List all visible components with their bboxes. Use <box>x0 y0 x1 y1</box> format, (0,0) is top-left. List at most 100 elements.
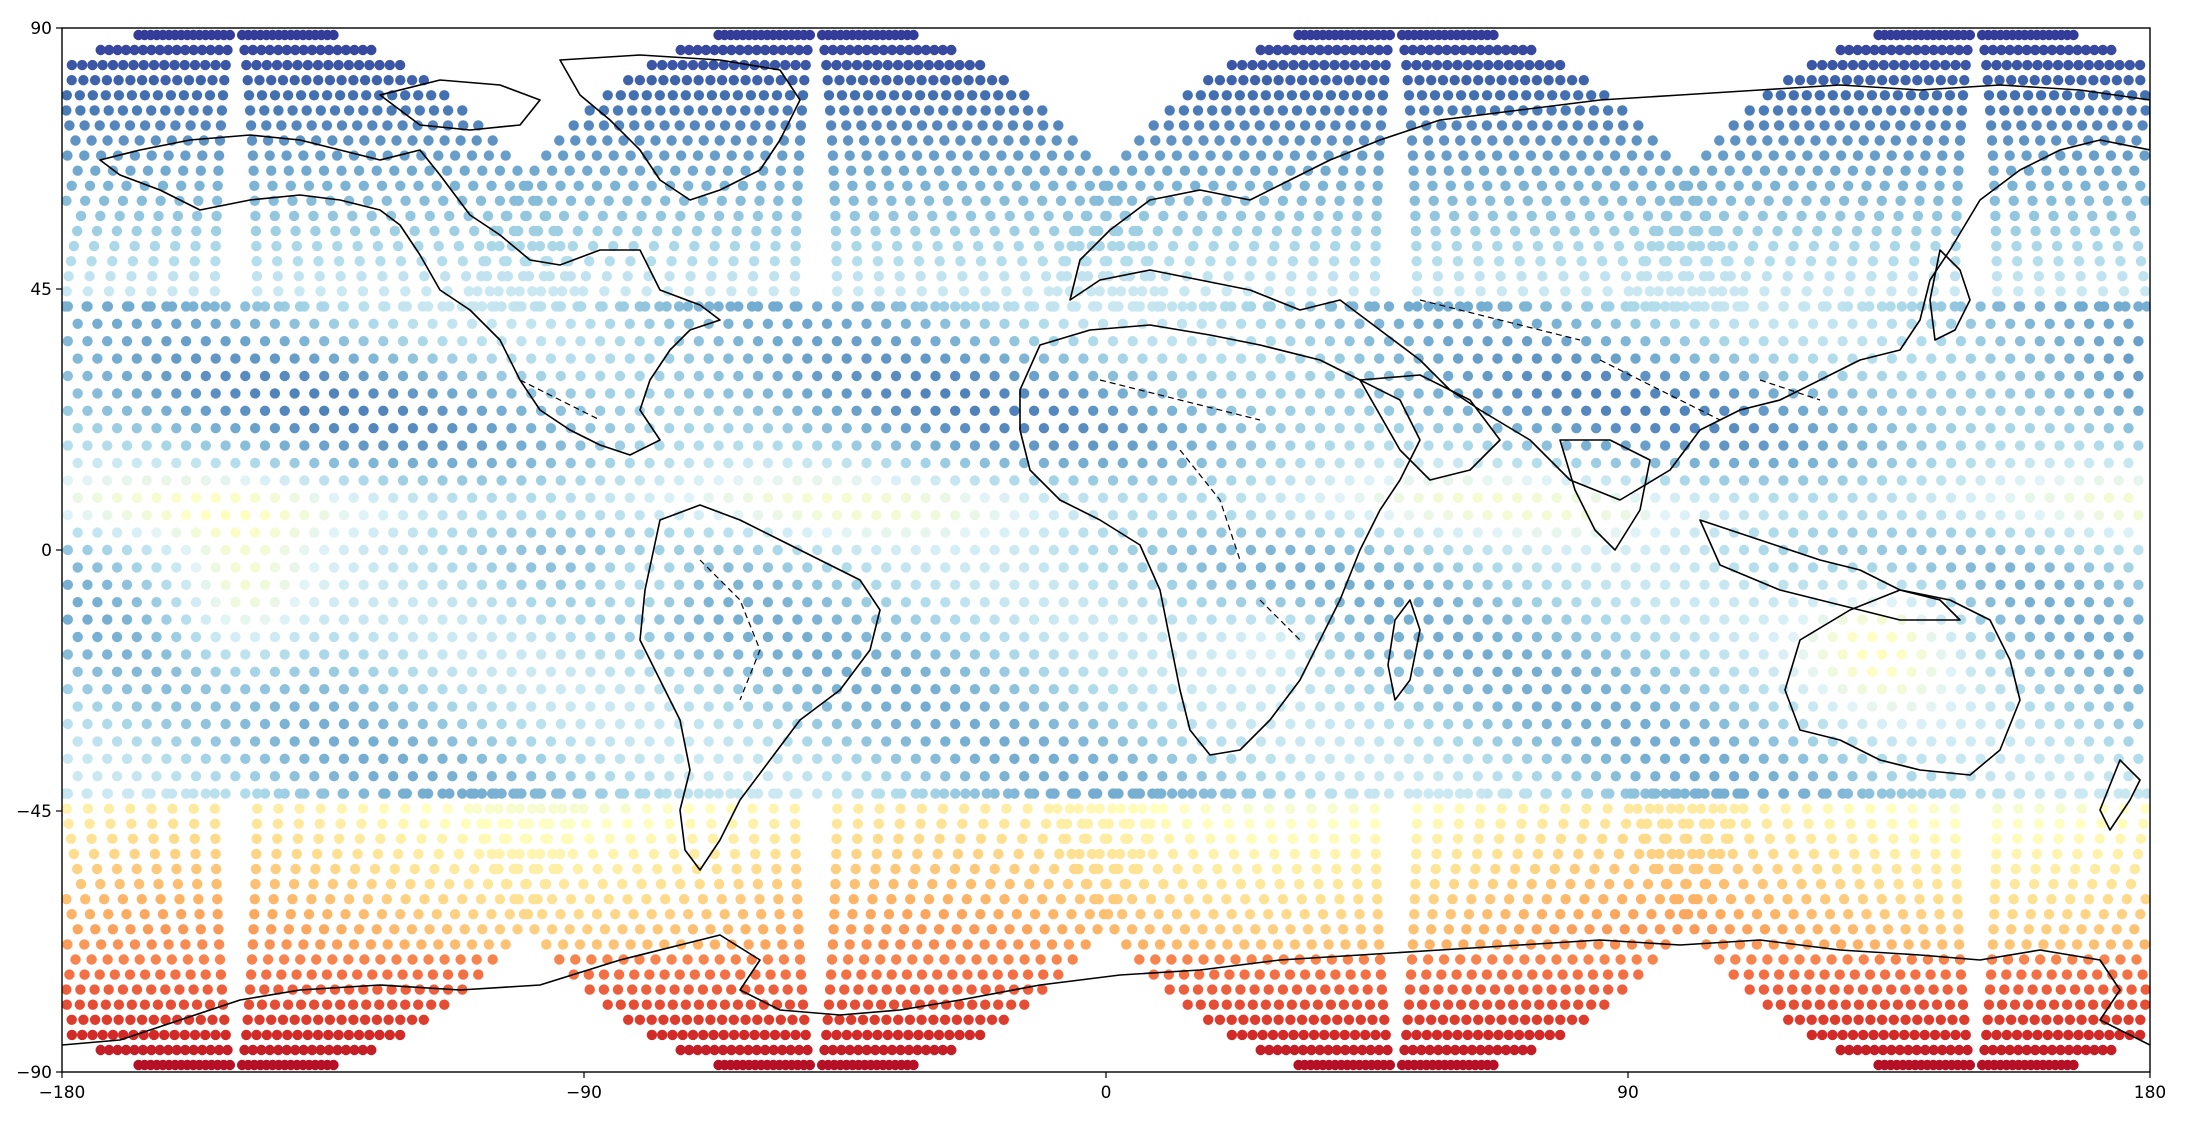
scatter-point <box>1581 614 1591 624</box>
scatter-point <box>260 684 270 694</box>
scatter-point <box>832 614 842 624</box>
scatter-point <box>1095 286 1105 296</box>
scatter-point <box>753 545 763 555</box>
scatter-point <box>584 256 594 266</box>
scatter-point <box>1443 684 1453 694</box>
scatter-point <box>309 771 319 781</box>
scatter-point <box>2114 614 2124 624</box>
scatter-point <box>103 181 113 191</box>
scatter-point <box>1147 510 1157 520</box>
scatter-point <box>1690 562 1700 572</box>
scatter-point <box>1407 135 1417 145</box>
scatter-point <box>2016 120 2026 130</box>
scatter-point <box>1023 105 1033 115</box>
scatter-point <box>1221 196 1231 206</box>
scatter-point <box>2104 458 2114 468</box>
scatter-point <box>383 75 393 85</box>
scatter-point <box>73 458 83 468</box>
scatter-point <box>1739 754 1749 764</box>
scatter-point <box>322 120 332 130</box>
scatter-point <box>1909 60 1919 70</box>
scatter-point <box>1299 60 1309 70</box>
scatter-point <box>1384 510 1394 520</box>
scatter-point <box>743 493 753 503</box>
scatter-point <box>327 135 337 145</box>
scatter-point <box>1749 493 1759 503</box>
scatter-point <box>976 256 986 266</box>
scatter-point <box>1040 166 1050 176</box>
scatter-point <box>1463 754 1473 764</box>
scatter-point <box>980 771 990 781</box>
scatter-point <box>664 423 674 433</box>
scatter-point <box>197 150 207 160</box>
scatter-point <box>1492 241 1502 251</box>
scatter-point <box>1877 336 1887 346</box>
scatter-point <box>299 684 309 694</box>
scatter-point <box>1246 510 1256 520</box>
scatter-point <box>989 475 999 485</box>
scatter-point <box>1916 510 1926 520</box>
scatter-point <box>851 649 861 659</box>
scatter-point <box>1798 754 1808 764</box>
scatter-point <box>792 684 802 694</box>
scatter-point <box>1522 719 1532 729</box>
scatter-point <box>792 371 802 381</box>
scatter-point <box>349 527 359 537</box>
scatter-point <box>280 754 290 764</box>
scatter-point <box>615 371 625 381</box>
scatter-point <box>1453 458 1463 468</box>
scatter-point <box>132 562 142 572</box>
scatter-point <box>1573 181 1583 191</box>
scatter-point <box>1166 135 1176 145</box>
scatter-point <box>688 166 698 176</box>
scatter-point <box>625 458 635 468</box>
scatter-point <box>2035 545 2045 555</box>
scatter-point <box>1877 545 1887 555</box>
scatter-point <box>1532 562 1542 572</box>
scatter-point <box>375 256 385 266</box>
scatter-point <box>1188 241 1198 251</box>
scatter-point <box>1865 166 1875 176</box>
scatter-point <box>664 667 674 677</box>
scatter-point <box>566 196 576 206</box>
scatter-point <box>309 527 319 537</box>
scatter-point <box>1339 90 1349 100</box>
scatter-point <box>1450 75 1460 85</box>
scatter-point <box>1926 458 1936 468</box>
scatter-point <box>1221 105 1231 115</box>
scatter-point <box>1985 736 1995 746</box>
scatter-point <box>73 353 83 363</box>
scatter-point <box>669 105 679 115</box>
scatter-point <box>1009 336 1019 346</box>
scatter-point <box>2035 649 2045 659</box>
scatter-point <box>1199 301 1209 311</box>
scatter-point <box>1995 336 2005 346</box>
scatter-point <box>1946 423 1956 433</box>
scatter-point <box>970 754 980 764</box>
scatter-point <box>1247 60 1257 70</box>
scatter-point <box>901 388 911 398</box>
scatter-point <box>102 614 112 624</box>
scatter-point <box>191 527 201 537</box>
scatter-point <box>920 771 930 781</box>
scatter-point <box>398 719 408 729</box>
scatter-point <box>1966 458 1976 468</box>
scatter-point <box>1226 371 1236 381</box>
scatter-point <box>1690 736 1700 746</box>
scatter-point <box>1934 181 1944 191</box>
scatter-point <box>950 580 960 590</box>
scatter-point <box>920 181 930 191</box>
scatter-point <box>896 301 906 311</box>
scatter-point <box>210 286 220 296</box>
scatter-point <box>920 423 930 433</box>
scatter-point <box>1098 632 1108 642</box>
scatter-point <box>2010 90 2020 100</box>
scatter-point <box>1167 614 1177 624</box>
scatter-point <box>1374 423 1384 433</box>
scatter-point <box>1137 353 1147 363</box>
scatter-point <box>1246 545 1256 555</box>
scatter-point <box>1425 150 1435 160</box>
scatter-point <box>1946 632 1956 642</box>
scatter-point <box>938 286 948 296</box>
scatter-point <box>1808 632 1818 642</box>
